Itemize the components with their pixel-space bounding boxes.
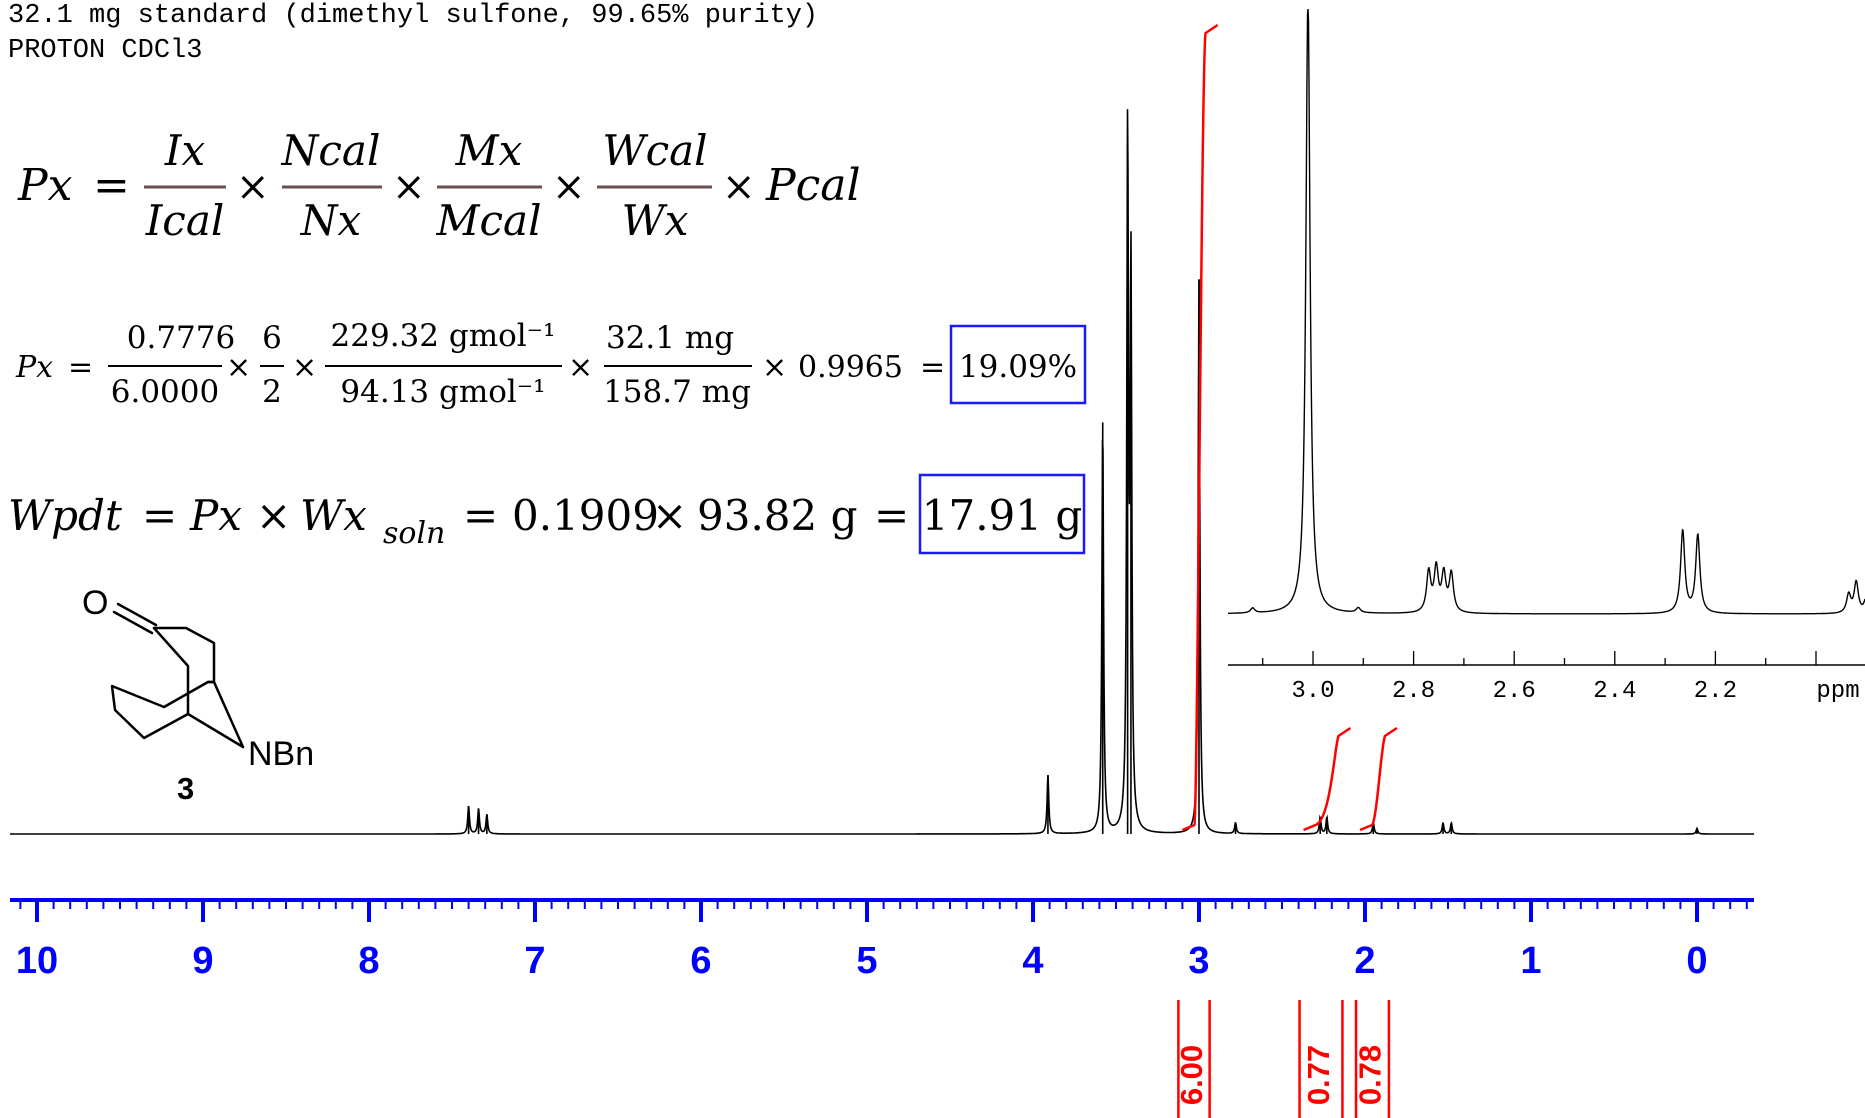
- svg-text:×: ×: [226, 350, 251, 385]
- svg-text:=: =: [874, 491, 909, 540]
- integral-curve-0.77: [1303, 726, 1352, 832]
- carbonyl-bond-1: [116, 602, 158, 627]
- integral-bracket-6.00: [1177, 1000, 1211, 1118]
- svg-text:×: ×: [392, 164, 426, 210]
- value-den-4: 158.7 mg: [603, 374, 751, 410]
- weight-lhs: Wpdt: [8, 491, 122, 540]
- weight-expr-b: Wx: [300, 491, 367, 540]
- weight-formula: Wpdt = Px × Wx soln = 0.1909 × 93.82 g =…: [8, 473, 1086, 555]
- svg-text:=: =: [463, 491, 498, 540]
- svg-text:=: =: [920, 350, 945, 385]
- value-formula: Px = 0.7776 6.0000 × 6 2 × 229.32 gmol⁻¹…: [15, 318, 1087, 410]
- ring-bridge: [152, 626, 245, 749]
- integral-value: 0.78: [1353, 1045, 1388, 1105]
- carbonyl-bond-2: [112, 610, 154, 635]
- ppm-tick-label: 6: [690, 940, 711, 982]
- weight-expr-c: 0.1909: [512, 491, 659, 540]
- general-den-2: Nx: [300, 196, 362, 245]
- weight-expr-a: Px: [189, 491, 242, 540]
- header-line-1: 32.1 mg standard (dimethyl sulfone, 99.6…: [8, 1, 818, 31]
- molecule-structure: [110, 602, 245, 749]
- compound-number: 3: [177, 771, 194, 806]
- value-num-4: 32.1 mg: [606, 320, 734, 356]
- value-num-3: 229.32 gmol⁻¹: [331, 318, 556, 354]
- value-tail: 0.9965: [798, 350, 903, 385]
- general-lhs: Px: [17, 160, 73, 211]
- svg-text:=: =: [142, 491, 177, 540]
- inset-tick-label: 2.4: [1593, 678, 1636, 705]
- svg-text:=: =: [93, 160, 130, 211]
- general-num-3: Mx: [455, 126, 523, 175]
- value-den-3: 94.13 gmol⁻¹: [340, 374, 545, 410]
- ppm-tick-label: 4: [1022, 940, 1043, 982]
- integral-value: 0.77: [1301, 1045, 1336, 1105]
- ppm-tick-label: 2: [1354, 940, 1375, 982]
- general-num-2: Ncal: [281, 126, 381, 175]
- general-num-1: Ix: [164, 126, 206, 175]
- purity-result: 19.09%: [959, 349, 1077, 385]
- svg-text:×: ×: [236, 164, 270, 210]
- general-den-3: Mcal: [436, 196, 542, 245]
- purity-result-box: [949, 324, 1087, 405]
- integral-bracket-0.78: [1354, 1000, 1391, 1118]
- ring-lower: [110, 680, 216, 740]
- value-num-1: 0.7776: [127, 320, 235, 356]
- nbn-label: NBn: [248, 735, 314, 773]
- spectrum-trace: [10, 109, 1754, 835]
- svg-text:×: ×: [256, 491, 291, 540]
- oxygen-label: O: [82, 584, 108, 622]
- value-den-2: 2: [262, 374, 282, 410]
- inset-axis-label: ppm: [1816, 678, 1859, 705]
- svg-text:×: ×: [292, 350, 317, 385]
- svg-text:=: =: [68, 350, 93, 385]
- header-line-2: PROTON CDCl3: [8, 36, 202, 66]
- integral-curve-0.78: [1359, 726, 1398, 832]
- inset-tick-label: 2.6: [1493, 678, 1536, 705]
- weight-result-box: [918, 473, 1086, 555]
- integral-bracket-0.77: [1298, 1000, 1344, 1118]
- general-formula: Px = Ix Ical × Ncal Nx × Mx Mcal × Wcal …: [17, 126, 861, 245]
- general-den-4: Wx: [622, 196, 689, 245]
- general-num-4: Wcal: [602, 126, 707, 175]
- ppm-tick-label: 1: [1520, 940, 1541, 982]
- integral-curve-6.00: [1181, 23, 1219, 832]
- svg-text:×: ×: [568, 350, 593, 385]
- value-num-2: 6: [262, 320, 282, 356]
- value-lhs: Px: [15, 350, 53, 385]
- inset-tick-label: 2.2: [1694, 678, 1737, 705]
- weight-expr-d: 93.82 g: [697, 491, 857, 540]
- weight-result: 17.91 g: [922, 491, 1082, 540]
- inset-trace: [1228, 8, 1865, 615]
- svg-text:×: ×: [762, 350, 787, 385]
- weight-expr-sub: soln: [383, 516, 445, 551]
- general-den-1: Ical: [145, 196, 225, 245]
- ppm-tick-label: 0: [1686, 940, 1707, 982]
- ppm-tick-label: 5: [856, 940, 877, 982]
- inset-tick-label: 2.8: [1392, 678, 1435, 705]
- ppm-tick-label: 10: [16, 940, 58, 982]
- svg-text:×: ×: [652, 491, 687, 540]
- ppm-tick-label: 8: [358, 940, 379, 982]
- svg-text:×: ×: [722, 164, 756, 210]
- main-spectrum: 10 9 8 7 6 5 4 3 2 1 06.00 0.77 0.78: [10, 23, 1754, 1118]
- inset-tick-label: 3.0: [1291, 678, 1334, 705]
- svg-text:×: ×: [552, 164, 586, 210]
- general-tail: Pcal: [765, 160, 861, 211]
- integral-value: 6.00: [1174, 1045, 1209, 1105]
- inset-spectrum: 3.0 2.8 2.6 2.4 2.2 ppm: [1228, 8, 1865, 705]
- value-den-1: 6.0000: [111, 374, 219, 410]
- ppm-tick-label: 7: [524, 940, 545, 982]
- ring-upper-right: [152, 626, 245, 749]
- ppm-tick-label: 9: [192, 940, 213, 982]
- ppm-tick-label: 3: [1188, 940, 1209, 982]
